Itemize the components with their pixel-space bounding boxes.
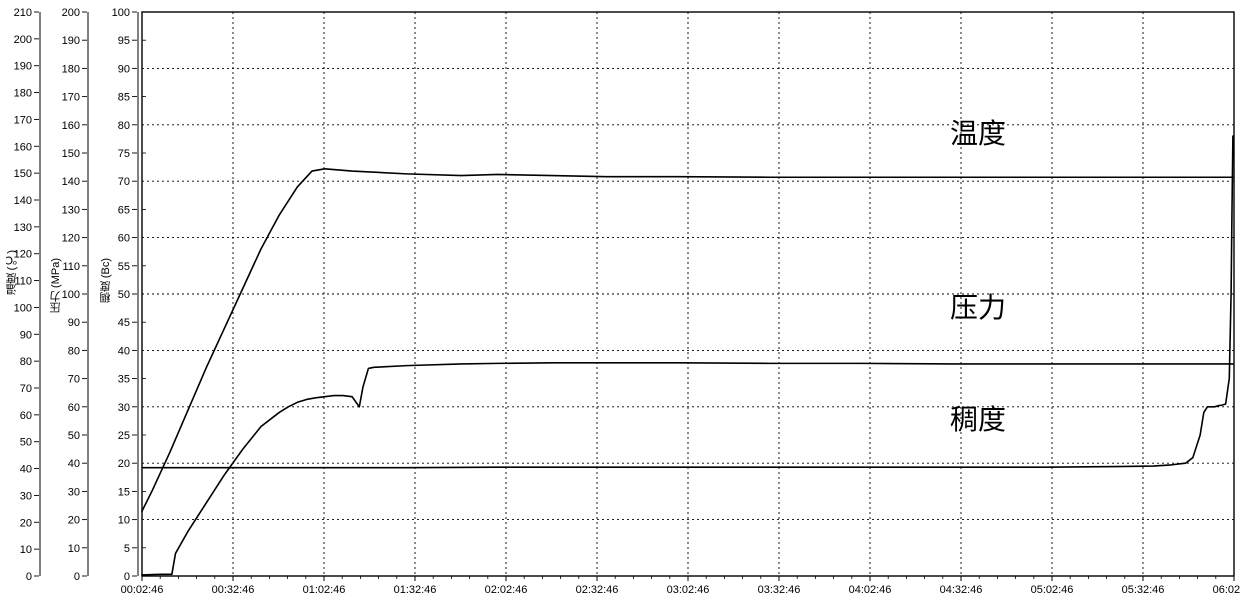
svg-text:03:32:46: 03:32:46	[758, 584, 801, 596]
svg-text:40: 40	[68, 458, 80, 470]
svg-text:60: 60	[20, 410, 32, 422]
svg-text:85: 85	[118, 92, 130, 104]
svg-text:160: 160	[14, 141, 32, 153]
chart-container: 温度 (℃) 压力 (MPa) 稠度 (Bc) 温度 压力 稠度 00:02:4…	[0, 0, 1240, 610]
svg-text:01:32:46: 01:32:46	[394, 584, 437, 596]
svg-text:60: 60	[118, 233, 130, 245]
svg-text:40: 40	[20, 464, 32, 476]
yaxis2-label: 压力 (MPa)	[48, 258, 64, 313]
svg-text:30: 30	[118, 402, 130, 414]
svg-text:15: 15	[118, 486, 130, 498]
chart-svg: 00:02:46 00:32:46 01:02:46 01:32:46 02:02:46…	[0, 0, 1240, 610]
svg-text:100: 100	[112, 7, 130, 19]
curve-label-consistency: 稠度	[950, 398, 1006, 438]
svg-text:70: 70	[68, 374, 80, 386]
svg-text:110: 110	[62, 261, 80, 273]
svg-text:10: 10	[20, 544, 32, 556]
svg-text:45: 45	[118, 317, 130, 329]
svg-text:190: 190	[14, 61, 32, 73]
svg-text:00:02:46: 00:02:46	[121, 584, 164, 596]
svg-text:160: 160	[62, 120, 80, 132]
svg-text:03:02:46: 03:02:46	[667, 584, 710, 596]
svg-text:20: 20	[118, 458, 130, 470]
svg-text:65: 65	[118, 204, 130, 216]
svg-text:170: 170	[14, 114, 32, 126]
svg-text:20: 20	[68, 515, 80, 527]
svg-text:30: 30	[20, 490, 32, 502]
yaxis3-label: 稠度 (Bc)	[98, 258, 114, 303]
svg-text:90: 90	[20, 329, 32, 341]
svg-text:80: 80	[68, 345, 80, 357]
svg-text:40: 40	[118, 345, 130, 357]
curve-label-temperature: 温度	[950, 112, 1006, 152]
svg-text:170: 170	[62, 92, 80, 104]
svg-text:04:32:46: 04:32:46	[940, 584, 983, 596]
svg-text:30: 30	[68, 486, 80, 498]
svg-text:50: 50	[20, 437, 32, 449]
svg-text:75: 75	[118, 148, 130, 160]
svg-text:70: 70	[20, 383, 32, 395]
svg-text:25: 25	[118, 430, 130, 442]
svg-text:35: 35	[118, 374, 130, 386]
svg-text:20: 20	[20, 517, 32, 529]
svg-text:0: 0	[74, 571, 80, 583]
svg-text:10: 10	[118, 515, 130, 527]
svg-text:200: 200	[62, 7, 80, 19]
svg-text:0: 0	[26, 571, 32, 583]
svg-text:5: 5	[124, 543, 130, 555]
svg-text:05:32:46: 05:32:46	[1122, 584, 1165, 596]
svg-text:180: 180	[62, 63, 80, 75]
svg-text:02:32:46: 02:32:46	[576, 584, 619, 596]
curve-label-pressure: 压力	[950, 286, 1006, 326]
svg-text:150: 150	[62, 148, 80, 160]
svg-text:50: 50	[118, 289, 130, 301]
svg-text:01:02:46: 01:02:46	[303, 584, 346, 596]
svg-text:90: 90	[68, 317, 80, 329]
svg-text:210: 210	[14, 7, 32, 19]
svg-text:00:32:46: 00:32:46	[212, 584, 255, 596]
svg-text:90: 90	[118, 63, 130, 75]
svg-text:200: 200	[14, 34, 32, 46]
svg-text:95: 95	[118, 35, 130, 47]
svg-text:80: 80	[20, 356, 32, 368]
svg-text:130: 130	[62, 204, 80, 216]
svg-text:180: 180	[14, 88, 32, 100]
svg-text:190: 190	[62, 35, 80, 47]
svg-text:50: 50	[68, 430, 80, 442]
svg-text:130: 130	[14, 222, 32, 234]
svg-text:150: 150	[14, 168, 32, 180]
svg-text:06:02:46: 06:02:46	[1213, 584, 1240, 596]
svg-text:80: 80	[118, 120, 130, 132]
svg-text:10: 10	[68, 543, 80, 555]
svg-text:0: 0	[124, 571, 130, 583]
svg-text:140: 140	[62, 176, 80, 188]
yaxis1-label: 温度 (℃)	[4, 250, 20, 295]
svg-text:100: 100	[14, 302, 32, 314]
svg-text:100: 100	[62, 289, 80, 301]
svg-text:05:02:46: 05:02:46	[1031, 584, 1074, 596]
svg-text:55: 55	[118, 261, 130, 273]
svg-text:02:02:46: 02:02:46	[485, 584, 528, 596]
svg-text:120: 120	[62, 233, 80, 245]
svg-text:04:02:46: 04:02:46	[849, 584, 892, 596]
svg-text:70: 70	[118, 176, 130, 188]
svg-text:60: 60	[68, 402, 80, 414]
svg-text:140: 140	[14, 195, 32, 207]
